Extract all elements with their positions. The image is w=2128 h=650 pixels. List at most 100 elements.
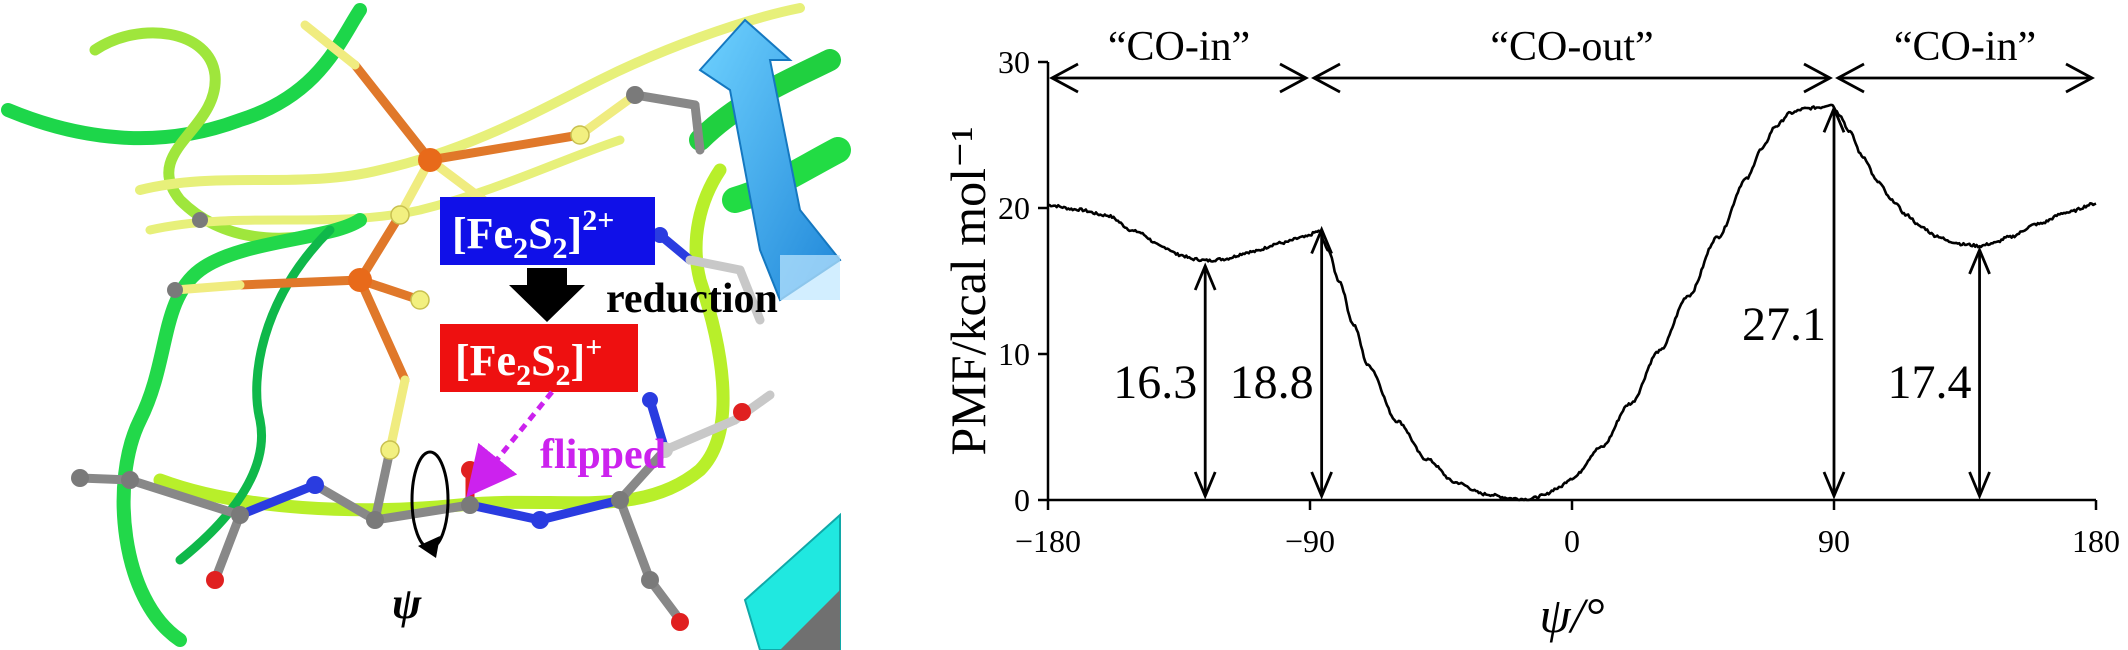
barrier-value-label: 17.4 [1888, 356, 1972, 409]
ribbon-yellow-1 [135, 3, 805, 195]
atom-carbon-4 [71, 469, 89, 487]
helix-cyan-shade [780, 590, 840, 650]
bond-c-chain-2 [690, 100, 705, 155]
bond-chain-g [535, 495, 625, 525]
bond-cys4 [385, 375, 410, 455]
region-arrow-head [1311, 62, 1341, 94]
bond-c-chain-1 [630, 90, 700, 110]
x-tick-label: 90 [1818, 523, 1850, 559]
y-ticks: 0 10 20 30 [998, 44, 1048, 518]
atom-nitrogen-3 [642, 392, 658, 408]
atom-oxygen-2 [461, 461, 479, 479]
bond-fe2-s1 [355, 210, 405, 285]
atom-sulfur-1 [390, 205, 410, 225]
barrier-arrow-head [1310, 471, 1333, 500]
region-annotations: “CO-in” “CO-out” “CO-in” [1049, 24, 2095, 94]
ribbon-dark-green [175, 225, 335, 565]
ribbon-lime-base [153, 163, 730, 517]
atom-sulfur-4 [380, 440, 400, 460]
bond-side-2 [660, 415, 740, 455]
y-tick-label: 10 [998, 336, 1030, 372]
atom-carbon-3 [167, 282, 183, 298]
bond-side-7 [735, 265, 765, 325]
protein-ribbons [1, 3, 851, 647]
x-tick-label: −180 [1015, 523, 1081, 559]
y-tick-label: 20 [998, 190, 1030, 226]
barrier-arrow-head [1193, 262, 1217, 291]
x-tick-label: −90 [1285, 523, 1335, 559]
bond-cys4-c [370, 445, 395, 525]
atom-carbon-11 [657, 442, 673, 458]
pmf-series-line [1047, 103, 2097, 502]
bond-chain-h [615, 495, 655, 585]
reduced-state-formula: [Fe2S2]+ [455, 331, 602, 392]
barrier-value-label: 27.1 [1742, 298, 1826, 351]
psi-rotation-marker: ψ [392, 450, 450, 628]
region-arrow-head [1835, 62, 1865, 94]
atom-sulfur-3 [570, 125, 590, 145]
barrier-arrow-head [1968, 471, 1991, 500]
x-axis-label: ψ/° [1540, 587, 1605, 643]
bond-cys3 [170, 280, 245, 295]
region-label: “CO-in” [1894, 24, 2036, 70]
atom-iron-1 [418, 148, 442, 172]
bond-fe2-cys4 [355, 275, 410, 385]
bond-co-1 [210, 510, 245, 585]
atom-nitrogen-2 [531, 511, 549, 529]
bond-side-3 [645, 395, 670, 455]
y-tick-label: 30 [998, 44, 1030, 80]
atom-oxygen-3 [671, 613, 689, 631]
bond-chain-b [125, 475, 245, 520]
barrier-arrow-head [1968, 246, 1991, 275]
oxidized-state-box: [Fe2S2]2+ [440, 197, 655, 265]
reduction-arrow [509, 268, 585, 322]
atom-oxygen-4 [733, 403, 751, 421]
bond-cys2-c [575, 90, 640, 140]
atom-carbon-5 [121, 471, 139, 489]
molecule-panel: ψ [Fe2S2]2+ reduction [Fe2S2]+ flipped [0, 0, 851, 650]
ribbon-yellow-2 [145, 135, 625, 235]
barrier-value-label: 18.8 [1230, 356, 1314, 409]
region-label: “CO-out” [1490, 24, 1653, 70]
atom-sulfur-2 [410, 290, 430, 310]
barrier-value-label: 16.3 [1113, 356, 1197, 409]
region-arrow-head [2065, 62, 2095, 94]
bond-chain-c [235, 480, 320, 520]
atom-carbon-7 [366, 511, 384, 529]
ribbon-main-green [116, 213, 367, 647]
atom-nitrogen-1 [306, 476, 324, 494]
region-arrow-head [1803, 62, 1833, 94]
bond-side-6 [685, 255, 745, 275]
barrier-arrow-head [1193, 471, 1217, 500]
atom-carbon-2 [192, 212, 208, 228]
ribbon-loop-upper [89, 27, 346, 244]
atom-carbon-8 [461, 496, 479, 514]
atom-carbon-9 [611, 491, 629, 509]
x-ticks: −180 −90 0 90 180 [1015, 500, 2120, 559]
barrier-annotations: 16.3 18.8 27.1 17.4 [1113, 104, 1991, 500]
barrier-arrow-head [1822, 471, 1846, 500]
bond-fe2-cys3 [235, 275, 365, 290]
y-axis-label: PMF/kcal mol⁻¹ [940, 127, 996, 456]
bond-chain-d [310, 480, 380, 525]
atom-carbon-1 [626, 86, 644, 104]
strand-highlight [780, 255, 840, 300]
reduced-state-background [440, 324, 638, 392]
bond-fe1-cys2 [425, 130, 585, 165]
x-tick-label: 180 [2072, 523, 2120, 559]
bond-fe1-cys1 [350, 60, 435, 165]
atom-carbon-10 [641, 571, 659, 589]
region-label: “CO-in” [1108, 24, 1250, 70]
flipped-label: flipped [540, 432, 666, 478]
beta-strand-arrow [698, 18, 842, 302]
psi-label: ψ [392, 579, 422, 628]
atom-carbon-6 [231, 506, 249, 524]
bond-cys1 [300, 20, 360, 70]
psi-rotation-arrowhead [418, 536, 440, 558]
region-arrow-head [1279, 62, 1309, 94]
reduced-state-box: [Fe2S2]+ [440, 324, 638, 392]
x-tick-label: 0 [1564, 523, 1580, 559]
flipped-arrow [466, 390, 554, 498]
reduction-label: reduction [606, 276, 778, 322]
